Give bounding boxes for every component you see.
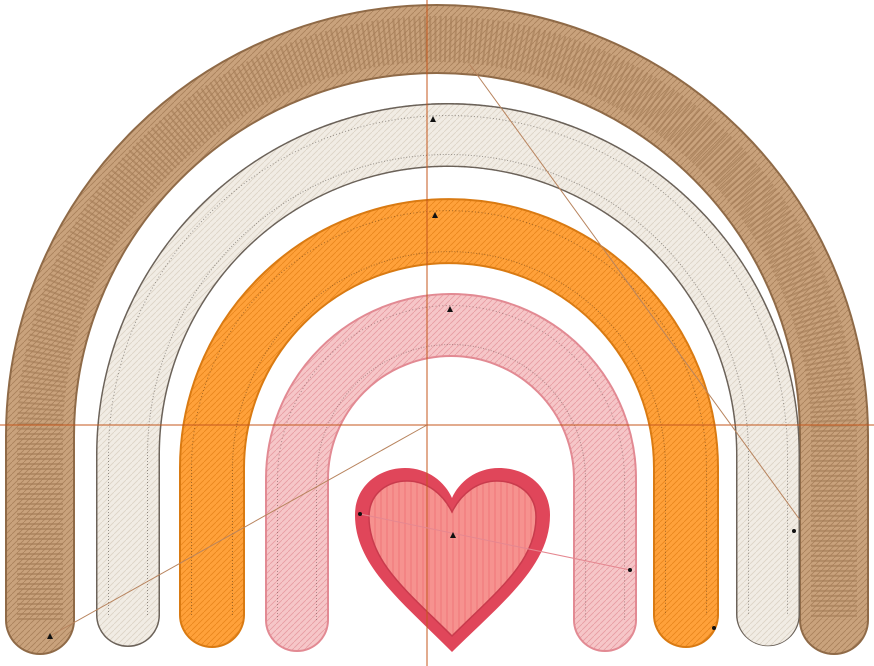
- marker: [358, 512, 362, 516]
- heart: [355, 468, 550, 652]
- embroidery-canvas: [0, 0, 874, 666]
- marker: [628, 568, 632, 572]
- page: [0, 0, 874, 666]
- marker: [712, 626, 716, 630]
- marker: [792, 529, 796, 533]
